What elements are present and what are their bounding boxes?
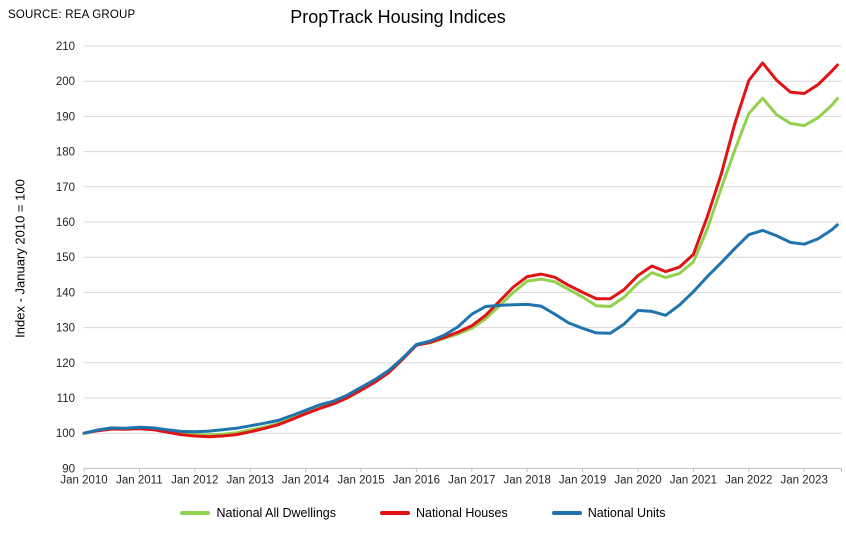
x-tick-label: Jan 2011 [116,474,162,486]
x-tick-label: Jan 2015 [337,474,384,486]
x-tick-label: Jan 2019 [559,474,606,486]
legend-label: National Houses [415,506,508,520]
series-line-national-houses [82,61,839,439]
x-tick-label: Jan 2023 [781,474,828,486]
x-tick-label: Jan 2020 [614,474,661,486]
series-line-national-units [82,223,839,435]
y-tick-label: 160 [56,217,75,229]
x-tick-label: Jan 2018 [504,474,551,486]
y-tick-label: 100 [56,428,75,440]
y-tick-label: 150 [56,252,75,264]
legend-line-swatch-national-units [551,511,582,515]
y-tick-label: 90 [62,463,75,475]
chart-legend: National All Dwellings National Houses Nat… [0,506,846,520]
legend-label: National Units [587,506,666,520]
x-tick-label: Jan 2013 [227,474,274,486]
chart-title: PropTrack Housing Indices [290,7,506,27]
y-tick-label: 140 [56,287,75,299]
y-tick-label: 190 [56,111,75,123]
x-tick-label: Jan 2012 [171,474,218,486]
x-tick-label: Jan 2010 [60,474,107,486]
y-tick-label: 200 [56,76,75,88]
x-tick-label: Jan 2017 [448,474,495,486]
series-line-national-all-dwellings [82,96,839,437]
x-tick-label: Jan 2022 [725,474,772,486]
y-tick-label: 180 [56,147,75,159]
legend-item-national-all-dwellings: National All Dwellings [180,506,336,520]
legend-line-swatch-national-houses [379,511,410,515]
y-tick-label: 170 [56,182,75,194]
x-tick-label: Jan 2016 [393,474,440,486]
y-tick-label: 110 [57,393,75,405]
legend-item-national-units: National Units [551,506,666,520]
y-tick-label: 210 [56,41,75,53]
x-tick-label: Jan 2014 [282,474,330,486]
legend-line-swatch-national-all-dwellings [180,511,211,515]
y-tick-label: 120 [56,358,75,370]
y-tick-label: 130 [56,323,75,335]
source-label: SOURCE: REA GROUP [8,9,136,21]
x-tick-label: Jan 2021 [670,474,717,486]
legend-label: National All Dwellings [216,506,336,520]
legend-item-national-houses: National Houses [379,506,508,520]
